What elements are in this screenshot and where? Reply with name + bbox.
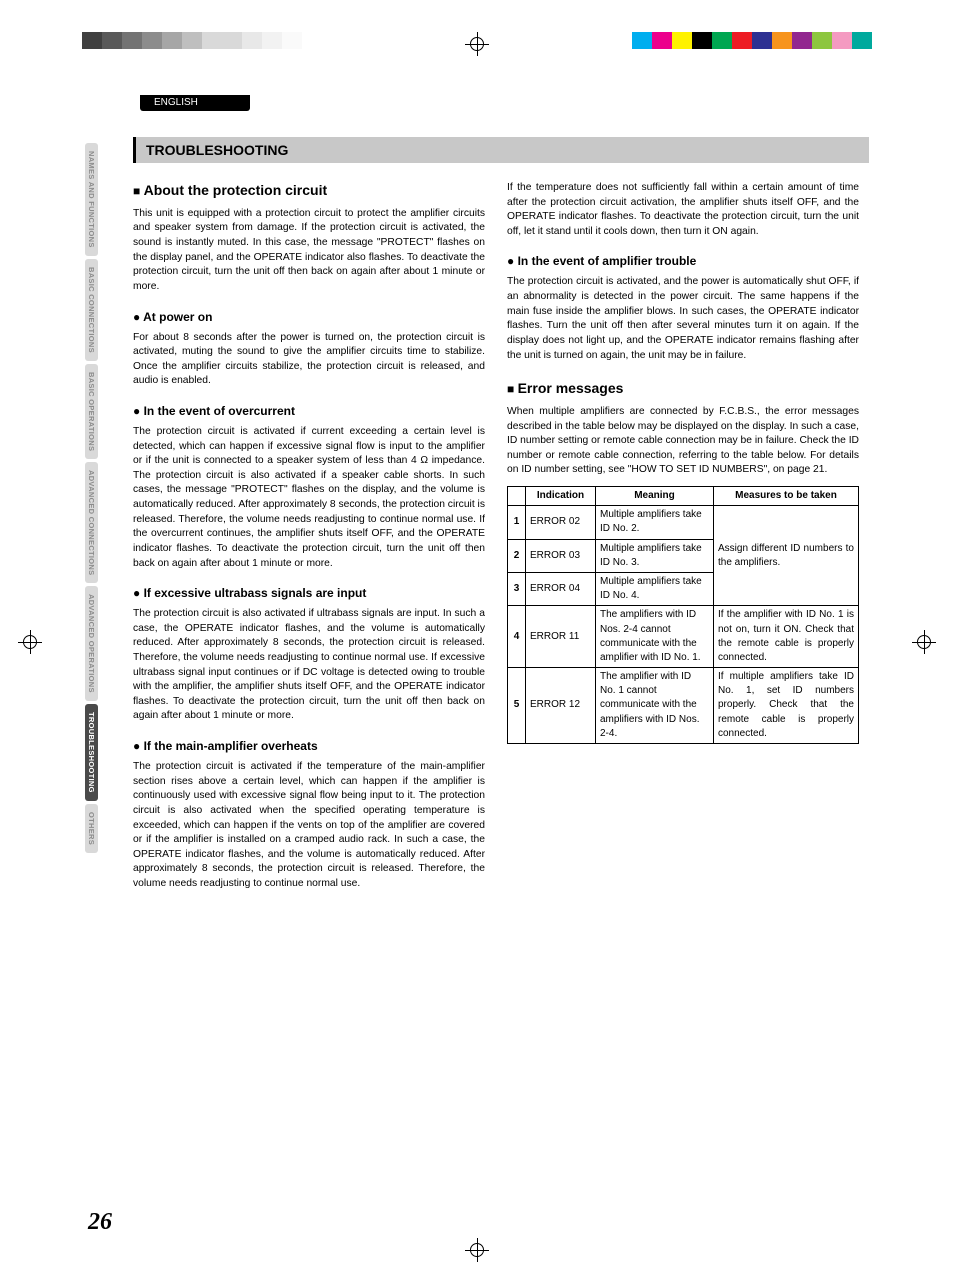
heading-about-protection: About the protection circuit [133,181,485,201]
left-column: About the protection circuit This unit i… [133,181,485,894]
side-tab: ADVANCED OPERATIONS [85,586,98,701]
side-tab: NAMES AND FUNCTIONS [85,143,98,256]
table-header: Measures to be taken [714,487,859,506]
heading-ultrabass: If excessive ultrabass signals are input [133,585,485,602]
side-tab: BASIC CONNECTIONS [85,259,98,361]
heading-power-on: At power on [133,309,485,326]
body-text: If the temperature does not sufficiently… [507,181,859,239]
heading-overcurrent: In the event of overcurrent [133,403,485,420]
body-text: The protection circuit is activated if c… [133,425,485,571]
table-row: 5ERROR 12The amplifier with ID No. 1 can… [508,668,859,744]
error-table: IndicationMeaningMeasures to be taken1ER… [507,486,859,744]
page-number: 26 [88,1209,112,1236]
table-header [508,487,526,506]
table-row: 1ERROR 02Multiple amplifiers take ID No.… [508,506,859,539]
language-header: ENGLISH [140,95,250,111]
side-tab: ADVANCED CONNECTIONS [85,462,98,583]
right-column: If the temperature does not sufficiently… [507,181,859,894]
crosshair-left [18,630,42,654]
table-header: Indication [526,487,596,506]
crosshair-top [465,32,489,56]
heading-overheat: If the main-amplifier overheats [133,738,485,755]
body-text: When multiple amplifiers are connected b… [507,405,859,478]
table-header: Meaning [596,487,714,506]
page-title: TROUBLESHOOTING [133,137,869,163]
section-tabs: NAMES AND FUNCTIONS BASIC CONNECTIONS BASI… [85,143,95,856]
body-text: The protection circuit is activated, and… [507,275,859,363]
body-text: For about 8 seconds after the power is t… [133,331,485,389]
heading-error-messages: Error messages [507,379,859,399]
body-text: The protection circuit is also activated… [133,607,485,724]
side-tab: OTHERS [85,804,98,853]
table-row: 4ERROR 11The amplifiers with ID Nos. 2-4… [508,606,859,668]
crosshair-bottom [465,1238,489,1262]
crosshair-right [912,630,936,654]
heading-amplifier-trouble: In the event of amplifier trouble [507,253,859,270]
side-tab: TROUBLESHOOTING [85,704,98,801]
side-tab: BASIC OPERATIONS [85,364,98,459]
body-text: The protection circuit is activated if t… [133,760,485,891]
body-text: This unit is equipped with a protection … [133,207,485,295]
